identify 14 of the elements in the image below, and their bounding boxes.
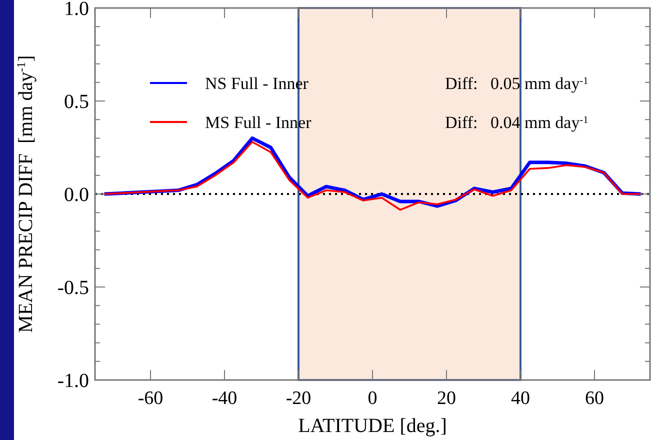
x-tick-label: -40 (212, 388, 238, 409)
x-tick-label: -20 (286, 388, 312, 409)
annotation: Diff: 0.05 mm day$^{-1}$ (445, 74, 588, 93)
x-tick-label: -60 (138, 388, 164, 409)
x-axis-title: LATITUDE [deg.] (298, 415, 447, 437)
x-tick-label: 60 (585, 388, 604, 409)
x-tick-label: 0 (368, 388, 378, 409)
y-tick-label: -1.0 (57, 370, 89, 392)
y-tick-label: 0.5 (64, 91, 89, 113)
y-tick-label: 1.0 (64, 0, 89, 20)
x-tick-label: 20 (437, 388, 456, 409)
y-tick-label: 0.0 (64, 184, 89, 206)
y-tick-label: -0.5 (57, 277, 89, 299)
x-tick-label: 40 (511, 388, 530, 409)
